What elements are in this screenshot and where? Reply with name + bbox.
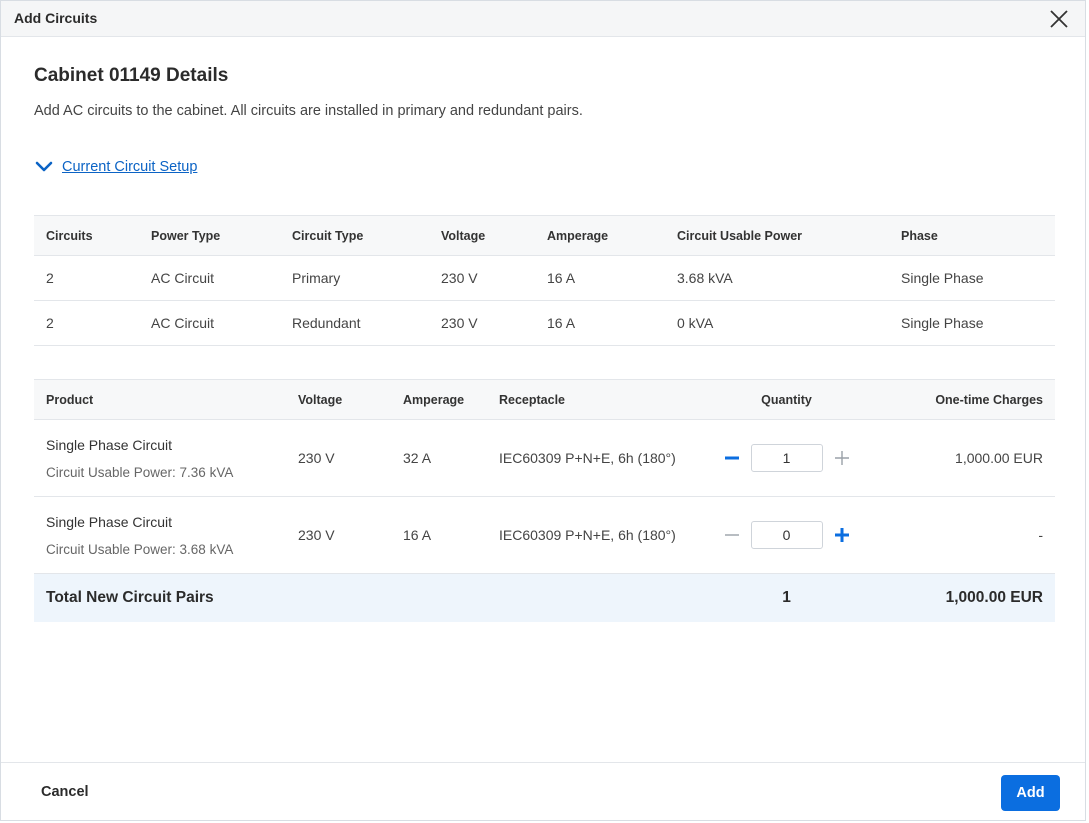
column-header: Circuit Type: [280, 215, 429, 256]
table-cell: 3.68 kVA: [665, 255, 889, 301]
table-cell: 230 V: [286, 496, 391, 574]
table-cell: 230 V: [429, 255, 535, 301]
table-row: 2 AC Circuit Primary 230 V 16 A 3.68 kVA…: [34, 255, 1055, 301]
chevron-down-icon: [35, 161, 53, 172]
total-charges: 1,000.00 EUR: [871, 573, 1055, 622]
table-row: Single Phase Circuit Circuit Usable Powe…: [34, 419, 1055, 497]
column-header: Phase: [889, 215, 1055, 256]
quantity-cell: [702, 419, 871, 497]
products-table: Product Voltage Amperage Receptacle Quan…: [34, 379, 1055, 622]
current-circuit-setup-label[interactable]: Current Circuit Setup: [62, 159, 198, 175]
decrement-button[interactable]: [721, 524, 743, 546]
table-cell: AC Circuit: [139, 300, 280, 346]
column-header: Circuit Usable Power: [665, 215, 889, 256]
table-header-row: Product Voltage Amperage Receptacle Quan…: [34, 379, 1055, 420]
table-cell: IEC60309 P+N+E, 6h (180°): [487, 419, 702, 497]
table-cell: 16 A: [535, 300, 665, 346]
dialog-title: Add Circuits: [14, 10, 98, 26]
table-header-row: Circuits Power Type Circuit Type Voltage…: [34, 215, 1055, 256]
close-icon: [1050, 10, 1068, 28]
plus-icon: [834, 451, 849, 465]
table-cell: 0 kVA: [665, 300, 889, 346]
product-usable-power: Circuit Usable Power: 3.68 kVA: [46, 541, 234, 557]
decrement-button[interactable]: [721, 447, 743, 469]
total-label: Total New Circuit Pairs: [34, 573, 702, 622]
table-cell: 230 V: [286, 419, 391, 497]
table-cell: Primary: [280, 255, 429, 301]
close-button[interactable]: [1047, 7, 1071, 31]
increment-button[interactable]: [831, 447, 853, 469]
table-row: Single Phase Circuit Circuit Usable Powe…: [34, 496, 1055, 574]
quantity-stepper: [721, 521, 853, 549]
table-cell: Redundant: [280, 300, 429, 346]
product-name: Single Phase Circuit: [46, 436, 173, 453]
table-cell: Single Phase: [889, 255, 1055, 301]
page-title: Cabinet 01149 Details: [34, 65, 229, 86]
column-header: Voltage: [429, 215, 535, 256]
current-setup-table: Circuits Power Type Circuit Type Voltage…: [34, 215, 1055, 346]
table-row: 2 AC Circuit Redundant 230 V 16 A 0 kVA …: [34, 300, 1055, 346]
column-header: Power Type: [139, 215, 280, 256]
product-cell: Single Phase Circuit Circuit Usable Powe…: [34, 496, 286, 574]
charges-cell: -: [871, 496, 1055, 574]
total-row: Total New Circuit Pairs 1 1,000.00 EUR: [34, 573, 1055, 622]
add-button[interactable]: Add: [1001, 775, 1060, 811]
charges-cell: 1,000.00 EUR: [871, 419, 1055, 497]
table-cell: 16 A: [391, 496, 487, 574]
quantity-cell: [702, 496, 871, 574]
page-description: Add AC circuits to the cabinet. All circ…: [34, 103, 583, 119]
column-header: Receptacle: [487, 379, 702, 420]
total-quantity: 1: [702, 573, 871, 622]
product-name: Single Phase Circuit: [46, 513, 173, 530]
table-cell: Single Phase: [889, 300, 1055, 346]
product-usable-power: Circuit Usable Power: 7.36 kVA: [46, 464, 234, 480]
cancel-button[interactable]: Cancel: [41, 784, 89, 800]
minus-icon: [724, 534, 739, 536]
table-cell: 2: [34, 255, 139, 301]
table-cell: 32 A: [391, 419, 487, 497]
quantity-input[interactable]: [750, 444, 823, 472]
dialog-footer: Cancel Add: [1, 762, 1085, 822]
column-header: Amperage: [535, 215, 665, 256]
table-cell: AC Circuit: [139, 255, 280, 301]
column-header: Amperage: [391, 379, 487, 420]
current-circuit-setup-toggle[interactable]: Current Circuit Setup: [34, 155, 197, 179]
table-cell: IEC60309 P+N+E, 6h (180°): [487, 496, 702, 574]
column-header: Circuits: [34, 215, 139, 256]
table-cell: 2: [34, 300, 139, 346]
column-header: One-time Charges: [871, 379, 1055, 420]
increment-button[interactable]: [831, 524, 853, 546]
column-header: Quantity: [702, 379, 871, 420]
plus-icon: [834, 528, 849, 542]
dialog-header: Add Circuits: [1, 1, 1085, 37]
quantity-input[interactable]: [750, 521, 823, 549]
table-cell: 230 V: [429, 300, 535, 346]
column-header: Product: [34, 379, 286, 420]
column-header: Voltage: [286, 379, 391, 420]
product-cell: Single Phase Circuit Circuit Usable Powe…: [34, 419, 286, 497]
quantity-stepper: [721, 444, 853, 472]
table-cell: 16 A: [535, 255, 665, 301]
minus-icon: [724, 456, 739, 460]
